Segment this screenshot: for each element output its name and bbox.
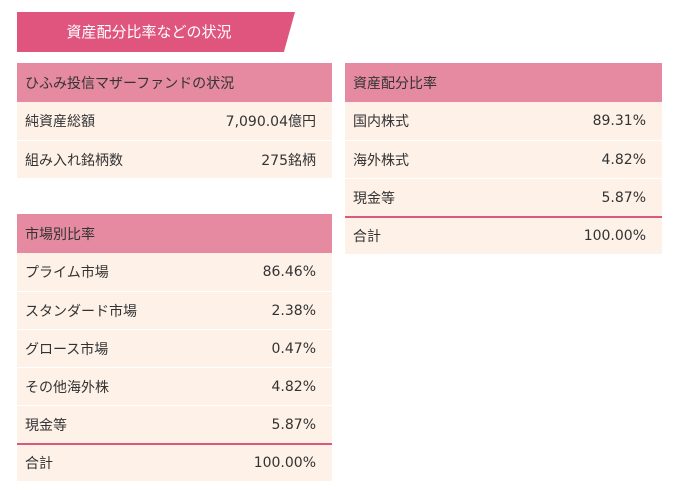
row-value: 7,090.04億円 [225, 114, 316, 130]
table-row: その他海外株 4.82% [17, 367, 332, 405]
section-banner: 資産配分比率などの状況 [17, 12, 295, 52]
table-row: 国内株式 89.31% [345, 102, 662, 140]
row-value: 89.31% [592, 113, 646, 129]
row-value: 4.82% [271, 378, 316, 395]
market-ratio-header: 市場別比率 [17, 214, 332, 253]
table-row: 純資産総額 7,090.04億円 [17, 102, 332, 140]
table-row: 現金等 5.87% [17, 405, 332, 443]
fund-status-header: ひふみ投信マザーファンドの状況 [17, 63, 332, 102]
row-value: 275銘柄 [261, 152, 316, 169]
row-label: その他海外株 [25, 379, 109, 396]
total-value: 100.00% [253, 455, 316, 471]
row-label: 現金等 [25, 417, 67, 434]
table-row: スタンダード市場 2.38% [17, 291, 332, 329]
row-value: 4.82% [601, 151, 646, 168]
table-row: グロース市場 0.47% [17, 329, 332, 367]
row-value: 5.87% [271, 416, 316, 433]
row-label: 現金等 [353, 190, 395, 207]
row-label: 純資産総額 [25, 114, 95, 130]
table-row: 海外株式 4.82% [345, 140, 662, 178]
total-label: 合計 [25, 456, 53, 472]
row-value: 86.46% [262, 264, 316, 280]
row-label: グロース市場 [25, 341, 109, 358]
row-value: 5.87% [601, 189, 646, 206]
market-ratio-table: 市場別比率 プライム市場 86.46% スタンダード市場 2.38% グロース市… [17, 214, 332, 481]
row-label: 海外株式 [353, 152, 409, 169]
table-row: 組み入れ銘柄数 275銘柄 [17, 140, 332, 178]
fund-status-table: ひふみ投信マザーファンドの状況 純資産総額 7,090.04億円 組み入れ銘柄数… [17, 63, 332, 178]
total-value: 100.00% [583, 228, 646, 244]
total-row: 合計 100.00% [345, 216, 662, 254]
row-label: 組み入れ銘柄数 [25, 152, 123, 169]
row-value: 2.38% [271, 302, 316, 319]
row-label: 国内株式 [353, 114, 409, 130]
table-row: 現金等 5.87% [345, 178, 662, 216]
row-value: 0.47% [271, 340, 316, 357]
asset-allocation-header: 資産配分比率 [345, 63, 662, 102]
section-title: 資産配分比率などの状況 [66, 23, 232, 41]
total-label: 合計 [353, 229, 381, 245]
table-row: プライム市場 86.46% [17, 253, 332, 291]
total-row: 合計 100.00% [17, 443, 332, 481]
row-label: スタンダード市場 [25, 303, 137, 320]
asset-allocation-table: 資産配分比率 国内株式 89.31% 海外株式 4.82% 現金等 5.87% … [345, 63, 662, 254]
row-label: プライム市場 [25, 265, 109, 281]
